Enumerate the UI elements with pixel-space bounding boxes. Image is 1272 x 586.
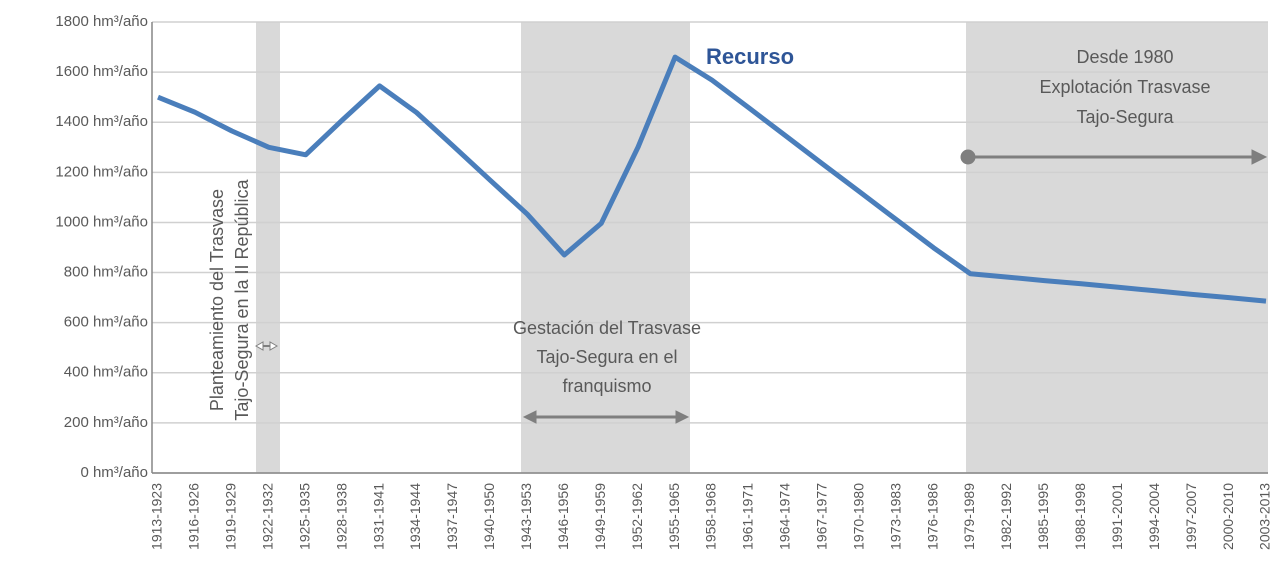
x-tick-label: 1916-1926 [186, 483, 202, 550]
x-tick-label: 1988-1998 [1072, 483, 1088, 550]
x-tick-label: 1982-1992 [998, 483, 1014, 550]
x-tick-label: 1937-1947 [444, 483, 460, 550]
y-tick-label: 400 hm³/año [64, 364, 148, 381]
y-tick-label: 1000 hm³/año [55, 213, 148, 230]
x-tick-label: 1940-1950 [481, 483, 497, 550]
y-tick-label: 0 hm³/año [80, 464, 148, 481]
annotation: Gestación del Trasvase [513, 318, 701, 338]
x-tick-label: 1955-1965 [666, 483, 682, 550]
x-tick-label: 2003-2013 [1257, 483, 1272, 550]
x-tick-label: 1979-1989 [961, 483, 977, 550]
x-tick-label: 1925-1935 [296, 483, 312, 550]
x-tick-label: 1928-1938 [333, 483, 349, 550]
annotation: Desde 1980 [1076, 47, 1173, 67]
y-tick-label: 800 hm³/año [64, 264, 148, 281]
x-tick-label: 2000-2010 [1220, 483, 1236, 550]
y-tick-label: 200 hm³/año [64, 414, 148, 431]
x-tick-label: 1958-1968 [703, 483, 719, 550]
data-line [157, 54, 1267, 304]
x-tick-label: 1994-2004 [1146, 483, 1162, 550]
period-shade [966, 22, 1268, 473]
x-tick-label: 1985-1995 [1035, 483, 1051, 550]
x-tick-label: 1943-1953 [518, 483, 534, 550]
x-tick-label: 1922-1932 [260, 483, 276, 550]
x-tick-label: 1991-2001 [1109, 483, 1125, 550]
x-tick-label: 1961-1971 [740, 483, 756, 550]
x-tick-label: 1973-1983 [887, 483, 903, 550]
annotation: Tajo-Segura [1076, 107, 1174, 127]
x-tick-label: 1976-1986 [924, 483, 940, 550]
x-tick-label: 1949-1959 [592, 483, 608, 550]
series-label: Recurso [706, 44, 794, 69]
x-tick-label: 1964-1974 [777, 483, 793, 550]
x-tick-label: 1919-1929 [223, 483, 239, 550]
x-tick-label: 1934-1944 [407, 483, 423, 550]
x-tick-label: 1931-1941 [370, 483, 386, 550]
y-tick-label: 1800 hm³/año [55, 13, 148, 30]
x-tick-label: 1970-1980 [850, 483, 866, 550]
period-shade [256, 22, 280, 473]
annotation: Planteamiento del Trasvase [207, 189, 227, 411]
x-tick-label: 1997-2007 [1183, 483, 1199, 550]
y-tick-label: 1200 hm³/año [55, 163, 148, 180]
x-tick-label: 1946-1956 [555, 483, 571, 550]
y-tick-label: 600 hm³/año [64, 314, 148, 331]
x-tick-label: 1967-1977 [814, 483, 830, 550]
annotation: franquismo [562, 376, 651, 396]
annotation: Explotación Trasvase [1039, 77, 1210, 97]
x-tick-label: 1952-1962 [629, 483, 645, 550]
arrow [254, 149, 1268, 424]
annotation: Tajo-Segura en la II República [232, 178, 252, 420]
y-tick-label: 1400 hm³/año [55, 113, 148, 130]
period-shade [521, 22, 690, 473]
y-tick-label: 1600 hm³/año [55, 63, 148, 80]
annotation: Tajo-Segura en el [536, 347, 677, 367]
x-tick-label: 1913-1923 [149, 483, 165, 550]
